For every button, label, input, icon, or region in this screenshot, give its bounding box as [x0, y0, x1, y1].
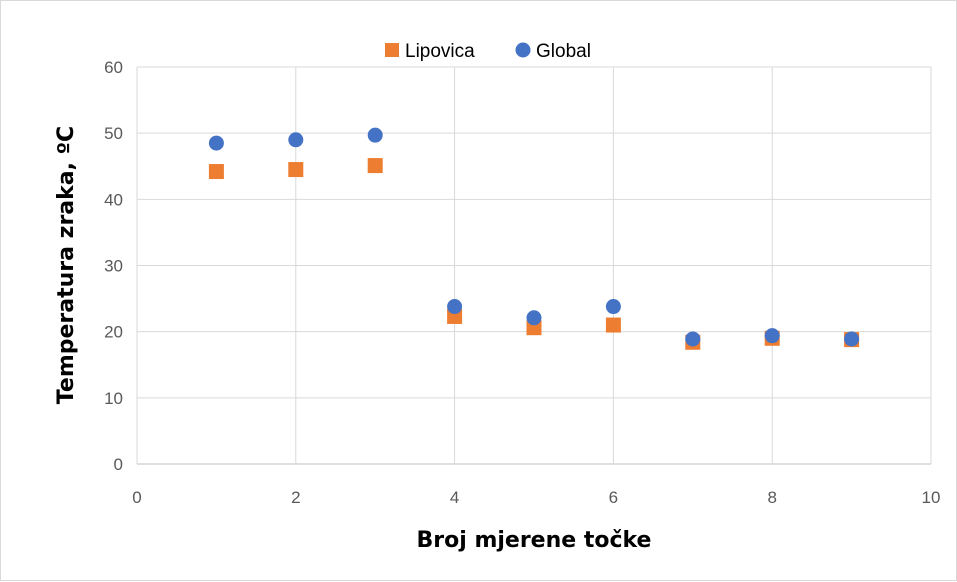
x-tick-label: 4	[450, 488, 459, 507]
point-lipovica	[367, 158, 383, 174]
point-global	[288, 132, 304, 148]
x-axis-title: Broj mjerene točke	[417, 528, 652, 553]
point-global	[447, 299, 463, 315]
point-global	[844, 331, 860, 347]
point-global	[526, 310, 542, 326]
y-tick-label: 0	[114, 455, 123, 474]
legend-marker-global	[515, 42, 531, 58]
y-axis-title: Temperatura zraka, ºC	[54, 126, 79, 404]
point-global	[367, 127, 383, 143]
point-lipovica	[288, 162, 304, 178]
y-tick-label: 60	[104, 58, 123, 77]
y-tick-label: 50	[104, 124, 123, 143]
x-tick-label: 10	[922, 488, 941, 507]
y-tick-label: 20	[104, 323, 123, 342]
point-lipovica	[208, 164, 224, 180]
legend: Lipovica Global	[385, 41, 591, 62]
point-global	[605, 299, 621, 315]
x-tick-label: 8	[767, 488, 776, 507]
x-tick-label: 0	[132, 488, 141, 507]
point-global	[764, 328, 780, 344]
legend-marker-lipovica	[385, 43, 399, 57]
x-tick-label: 2	[291, 488, 300, 507]
tick-labels: 0 10 20 30 40 50 60 0 2 4 6 8 10	[104, 58, 940, 507]
legend-label-global: Global	[536, 41, 591, 62]
point-global	[685, 331, 701, 347]
gridlines	[136, 66, 932, 465]
y-tick-label: 40	[104, 190, 123, 209]
data-points	[208, 127, 860, 350]
legend-label-lipovica: Lipovica	[405, 41, 475, 62]
y-tick-label: 10	[104, 389, 123, 408]
x-tick-label: 6	[609, 488, 618, 507]
y-tick-label: 30	[104, 257, 123, 276]
point-global	[208, 135, 224, 151]
point-lipovica	[605, 317, 621, 333]
